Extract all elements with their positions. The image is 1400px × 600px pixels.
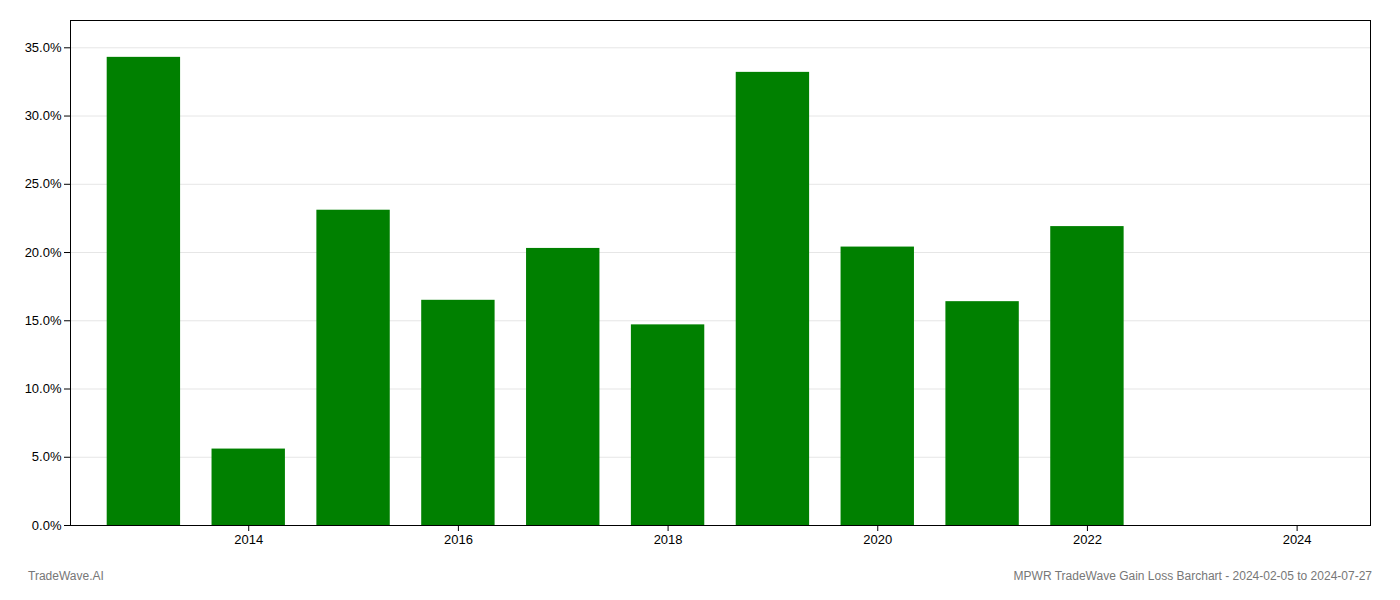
svg-text:20.0%: 20.0% bbox=[25, 245, 62, 260]
svg-text:25.0%: 25.0% bbox=[25, 176, 62, 191]
svg-text:2024: 2024 bbox=[1283, 532, 1312, 547]
svg-text:2018: 2018 bbox=[654, 532, 683, 547]
html-text:MPWR TradeWave Gain Loss Barch: MPWR TradeWave Gain Loss Barchart - 2024… bbox=[1013, 569, 1372, 583]
html-text:TradeWave.AI: TradeWave.AI bbox=[28, 569, 104, 583]
svg-text:2022: 2022 bbox=[1073, 532, 1102, 547]
svg-text:35.0%: 35.0% bbox=[25, 40, 62, 55]
svg-text:2014: 2014 bbox=[234, 532, 263, 547]
svg-text:5.0%: 5.0% bbox=[32, 449, 62, 464]
svg-text:2020: 2020 bbox=[863, 532, 892, 547]
svg-text:10.0%: 10.0% bbox=[25, 381, 62, 396]
svg-text:15.0%: 15.0% bbox=[25, 313, 62, 328]
svg-text:0.0%: 0.0% bbox=[32, 518, 62, 533]
svg-text:30.0%: 30.0% bbox=[25, 108, 62, 123]
svg-text:2016: 2016 bbox=[444, 532, 473, 547]
